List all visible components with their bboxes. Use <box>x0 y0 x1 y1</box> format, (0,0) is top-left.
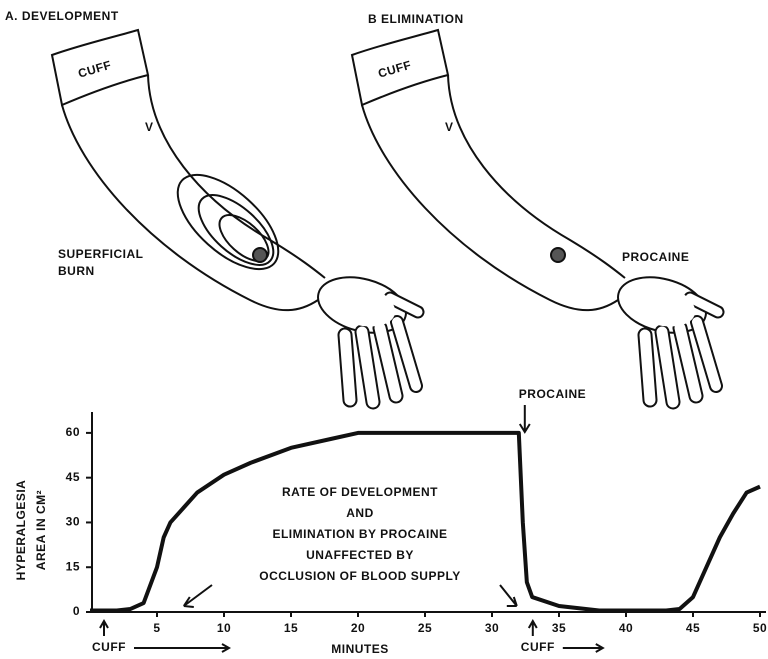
cuff-label: CUFF <box>92 640 126 654</box>
cuff-arrow-right <box>134 643 232 653</box>
x-tick-label: 25 <box>418 621 432 635</box>
y-tick-label: 45 <box>66 470 80 484</box>
procaine-arrow <box>518 405 531 434</box>
procaine-site <box>550 247 566 263</box>
cuff-arrow <box>527 618 538 636</box>
annotation: ELIMINATION BY PROCAINE <box>272 527 447 541</box>
site-label: SUPERFICIAL <box>58 247 144 261</box>
vein-mark: V <box>445 120 454 134</box>
data-line <box>90 430 761 613</box>
annotation-arrow <box>182 584 213 608</box>
y-tick-label: 60 <box>66 425 80 439</box>
x-tick-label: 40 <box>619 621 633 635</box>
x-tick-label: 35 <box>552 621 566 635</box>
cuff-arrow <box>99 618 109 636</box>
y-axis-label: HYPERALGESIA <box>14 480 28 581</box>
cuff-arrow-right <box>562 643 605 653</box>
x-tick-label: 45 <box>686 621 700 635</box>
site-label: PROCAINE <box>622 250 689 264</box>
annotation: RATE OF DEVELOPMENT <box>282 485 438 499</box>
cuff-label: CUFF <box>77 58 114 81</box>
procaine-label: PROCAINE <box>519 387 586 401</box>
annotation-arrow <box>499 584 518 607</box>
x-tick-label: 5 <box>153 621 160 635</box>
x-tick-label: 15 <box>284 621 298 635</box>
x-tick-label: 50 <box>753 621 767 635</box>
x-tick-label: 10 <box>217 621 231 635</box>
cuff-label: CUFF <box>521 640 555 654</box>
x-axis-label: MINUTES <box>331 642 389 656</box>
y-axis-label: AREA IN CM² <box>34 490 48 570</box>
annotation: UNAFFECTED BY <box>306 548 414 562</box>
y-tick-label: 15 <box>66 559 80 573</box>
annotation: OCCLUSION OF BLOOD SUPPLY <box>259 569 460 583</box>
panel-title: B ELIMINATION <box>368 12 464 26</box>
annotation: AND <box>346 506 374 520</box>
y-tick-label: 0 <box>73 604 80 618</box>
burn-zones <box>176 173 280 271</box>
y-tick-label: 30 <box>66 515 80 529</box>
site-label: BURN <box>58 264 95 278</box>
vein-mark: V <box>145 120 154 134</box>
cuff-label: CUFF <box>377 58 414 81</box>
x-tick-label: 30 <box>485 621 499 635</box>
panel-title: A. DEVELOPMENT <box>5 9 119 23</box>
x-tick-label: 20 <box>351 621 365 635</box>
